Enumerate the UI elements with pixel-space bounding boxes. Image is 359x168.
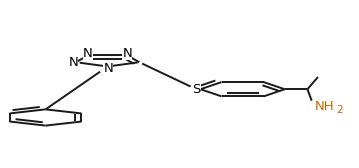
Text: N: N	[122, 47, 132, 60]
Text: S: S	[192, 83, 201, 96]
Text: N: N	[103, 62, 113, 75]
Text: NH: NH	[314, 100, 334, 113]
Text: N: N	[68, 56, 78, 69]
Text: N: N	[83, 47, 93, 60]
Text: 2: 2	[336, 105, 343, 115]
